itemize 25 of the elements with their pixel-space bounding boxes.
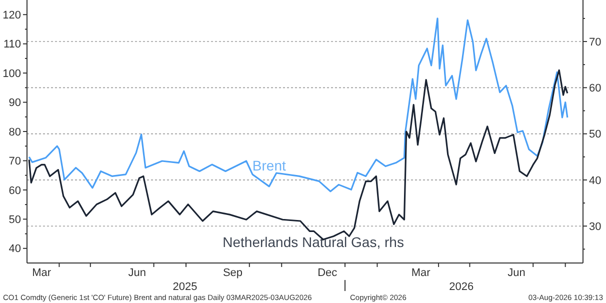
y-tick-label: 50 [8,214,21,226]
y2-tick-label: 60 [589,82,602,95]
x-tick-label: Jun [128,267,146,279]
series-label: Brent [252,157,286,174]
x-tick-label: Dec [318,267,338,279]
y-tick-label: 70 [8,156,21,168]
line-series [28,18,568,192]
y2-tick-label: 40 [589,174,602,187]
x-tick-label: Mar [411,267,431,279]
y2-tick-label: 70 [589,36,602,48]
y2-tick-label: 50 [589,128,602,141]
series-label: Netherlands Natural Gas, rhs [222,234,404,250]
x-tick-label: Sep [222,267,243,279]
y-tick-label: 100 [2,68,21,80]
x-tick-label: Mar [32,267,52,279]
y-tick-label: 60 [8,184,21,197]
x2-tick-label: 2025 [172,281,198,293]
y-tick-label: 40 [8,243,21,256]
x2-tick-label: 2026 [449,281,474,293]
y-tick-label: 110 [3,38,21,51]
y-tick-label: 80 [8,126,21,138]
y-tick-label: 90 [8,97,21,110]
y-tick-label: 120 [2,9,21,22]
y2-tick-label: 30 [589,220,602,233]
x-tick-label: Jun [508,267,526,279]
